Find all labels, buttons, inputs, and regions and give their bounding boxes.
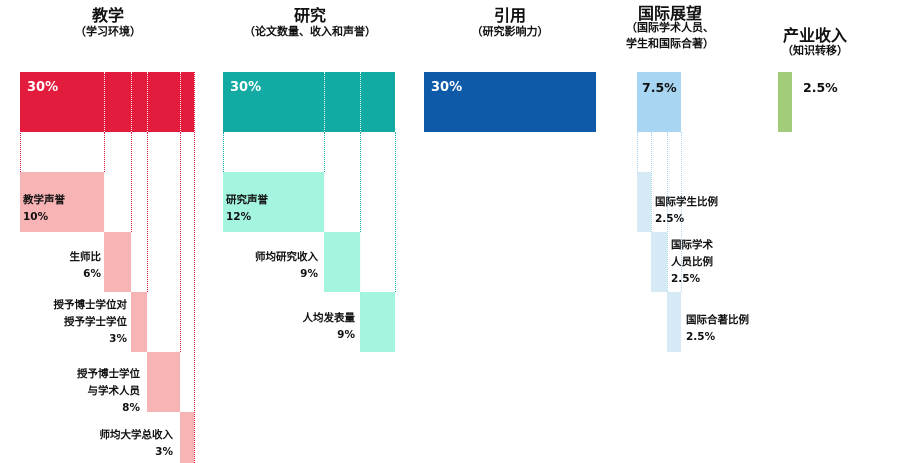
- guide-line: [20, 72, 21, 232]
- guide-line: [651, 132, 652, 232]
- guide-line: [104, 132, 105, 172]
- guide-line: [131, 132, 132, 232]
- research-bar: 30%: [223, 72, 395, 132]
- guide-line: [104, 72, 105, 294]
- citations-bar: 30%: [424, 72, 596, 132]
- guide-line: [194, 72, 195, 463]
- international-weight: 7.5%: [642, 80, 677, 95]
- guide-line: [637, 132, 638, 172]
- teaching-metric-block: [147, 352, 180, 412]
- research-title: 研究: [293, 6, 326, 25]
- guide-line: [395, 132, 396, 292]
- international-bar: 7.5%: [637, 72, 681, 132]
- research-metric-block: [360, 292, 395, 352]
- research-metric-block: [324, 232, 360, 292]
- research-subtitle: （论文数量、收入和声誉）: [244, 25, 376, 38]
- guide-line: [223, 132, 224, 172]
- international-subtitle-line-2: 学生和国际合著）: [626, 37, 714, 50]
- research-metric-label: 师均研究收入 9%: [255, 251, 318, 280]
- international-metric-label: 国际合著比例 2.5%: [686, 314, 749, 343]
- teaching-metric-label: 生师比 6%: [69, 251, 102, 280]
- international-subtitle: （国际学术人员、 学生和国际合著）: [600, 20, 740, 52]
- teaching-weight: 30%: [27, 80, 59, 95]
- guide-line: [180, 132, 181, 352]
- teaching-metric-block: [131, 292, 147, 352]
- teaching-metric-block: [104, 232, 131, 292]
- research-weight: 30%: [230, 80, 262, 95]
- international-metric-block: [651, 232, 667, 292]
- guide-line: [681, 132, 682, 292]
- teaching-metric-block: [180, 412, 194, 463]
- international-title: 国际展望: [637, 4, 702, 23]
- teaching-metric-label: 授予博士学位 与学术人员 8%: [77, 368, 140, 414]
- teaching-subtitle: （学习环境）: [75, 25, 141, 38]
- teaching-metric-label: 授予博士学位对 授予学士学位 3%: [53, 299, 128, 345]
- citations-weight: 30%: [431, 80, 463, 95]
- research-metric-label: 研究声誉 12%: [226, 194, 268, 223]
- industry-weight: 2.5%: [803, 80, 838, 95]
- international-metric-block: [667, 292, 681, 352]
- teaching-metric-block: [20, 172, 104, 232]
- industry-bar: [778, 72, 792, 132]
- guide-line: [324, 132, 325, 172]
- research-metric-block: [223, 172, 324, 232]
- guide-line: [667, 132, 668, 292]
- international-metric-label: 国际学生比例 2.5%: [655, 196, 718, 225]
- citations-subtitle: （研究影响力）: [471, 25, 549, 38]
- teaching-title: 教学: [91, 6, 124, 25]
- teaching-metric-label: 教学声誉 10%: [23, 194, 65, 223]
- international-metric-block: [637, 172, 651, 232]
- industry-subtitle: （知识转移）: [782, 44, 848, 57]
- citations-title: 引用: [493, 6, 526, 25]
- research-metric-label: 人均发表量 9%: [302, 312, 356, 341]
- teaching-metric-label: 师均大学总收入 3%: [99, 429, 174, 458]
- industry-title: 产业收入: [782, 26, 847, 45]
- teaching-bar: 30%: [20, 72, 194, 132]
- international-subtitle-line-1: （国际学术人员、: [626, 21, 714, 34]
- guide-line: [360, 132, 361, 232]
- guide-line: [147, 132, 148, 292]
- international-metric-label: 国际学术 人员比例 2.5%: [671, 239, 713, 285]
